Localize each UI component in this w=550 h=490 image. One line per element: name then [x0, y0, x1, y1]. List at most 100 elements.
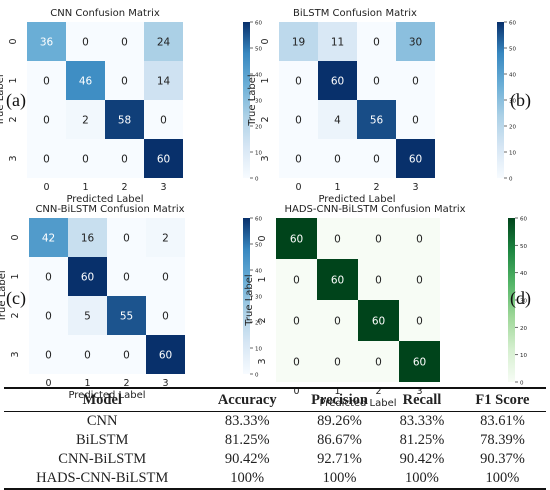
table-cell: BiLSTM — [76, 432, 129, 448]
colorbar-tick-label: 60 — [520, 217, 527, 223]
colorbar-tick-label: 30 — [255, 295, 262, 301]
panel-label-d: (d) — [510, 288, 531, 308]
heatmap-cell — [358, 218, 399, 259]
y-tick-label: 3 — [260, 155, 271, 161]
heatmap-title: HADS-CNN-BiLSTM Confusion Matrix — [284, 204, 465, 215]
x-tick-label: 0 — [43, 182, 49, 193]
x-tick-label: 2 — [123, 378, 129, 389]
heatmap-cell — [68, 335, 107, 374]
table-cell: 86.67% — [317, 432, 362, 448]
heatmap-cell — [27, 139, 66, 178]
heatmap-cell — [107, 335, 146, 374]
cell-value-label: 0 — [293, 275, 300, 287]
heatmap-cell — [68, 218, 107, 257]
table-cell: 89.26% — [317, 413, 362, 429]
y-tick-label: 1 — [260, 77, 271, 83]
colorbar-tick-label: 20 — [255, 125, 262, 131]
cell-value-label: 0 — [293, 357, 300, 369]
heatmap-cell — [27, 22, 66, 61]
cell-value-label: 0 — [84, 350, 91, 362]
table-cell: 90.37% — [480, 451, 525, 467]
cell-value-label: 24 — [157, 37, 171, 49]
panel-label-c: (c) — [6, 288, 26, 308]
table-cell: 100% — [200, 469, 295, 490]
cell-value-label: 2 — [82, 115, 89, 127]
table-cell: CNN — [86, 413, 118, 429]
cell-value-label: 4 — [334, 115, 341, 127]
x-axis-label: Predicted Label — [318, 194, 395, 205]
cell-value-label: 0 — [412, 115, 419, 127]
table-cell: 83.33% — [399, 413, 445, 429]
column-header-accuracy: Accuracy — [200, 387, 295, 412]
colorbar-tick-label: 40 — [509, 73, 516, 79]
cell-value-label: 0 — [160, 115, 167, 127]
heatmap-cell — [396, 61, 435, 100]
table-cell: 100% — [385, 469, 459, 490]
colorbar-tick-label: 40 — [255, 73, 262, 79]
cell-value-label: 60 — [159, 350, 172, 362]
heatmap-cell — [105, 139, 144, 178]
table-cell: 92.71% — [317, 451, 362, 467]
colorbar-tick-label: 20 — [255, 321, 262, 327]
heatmap-cell — [146, 218, 185, 257]
heatmap-cell — [276, 259, 317, 300]
colorbar-tick-label: 30 — [509, 99, 516, 105]
heatmap-cell — [399, 300, 440, 341]
table-row: HADS-CNN-BiLSTM 100% 100% 100% 100% — [4, 469, 546, 490]
cell-value-label: 0 — [295, 76, 302, 88]
heatmap-cell — [279, 139, 318, 178]
colorbar-tick-label: 0 — [255, 373, 259, 379]
heatmap-cell — [399, 341, 440, 382]
heatmap-cell — [317, 300, 358, 341]
colorbar-tick-label: 30 — [520, 299, 527, 305]
cell-value-label: 0 — [43, 115, 50, 127]
cell-value-label: 0 — [45, 350, 52, 362]
panel-label-b: (b) — [510, 90, 531, 110]
cell-value-label: 36 — [40, 37, 54, 49]
colorbar-tick-label: 0 — [509, 177, 513, 183]
cell-value-label: 16 — [81, 233, 95, 245]
heatmap-cell — [27, 100, 66, 139]
colorbar-tick-label: 30 — [255, 99, 262, 105]
x-axis-label: Predicted Label — [66, 194, 143, 205]
heatmap-cell — [107, 218, 146, 257]
table-cell: 78.39% — [480, 432, 525, 448]
x-tick-label: 3 — [160, 182, 166, 193]
heatmap-cell — [68, 257, 107, 296]
y-tick-label: 3 — [10, 351, 21, 357]
table-cell: 83.33% — [224, 413, 270, 429]
cell-value-label: 60 — [372, 316, 385, 328]
cell-value-label: 0 — [412, 76, 419, 88]
heatmap-panel-3: HADS-CNN-BiLSTM Confusion Matrix 60 0 0 0 0 60… — [244, 204, 527, 409]
heatmap-cell — [146, 296, 185, 335]
colorbar-tick-label: 0 — [520, 381, 524, 387]
cell-value-label: 0 — [373, 154, 380, 166]
table-cell: CNN-BiLSTM — [58, 451, 147, 467]
table-row: CNN-BiLSTM 90.42% 92.71% 90.42% 90.37% — [4, 450, 546, 469]
y-tick-label: 0 — [8, 38, 19, 44]
cell-value-label: 14 — [157, 76, 171, 88]
heatmap-cell — [66, 100, 105, 139]
colorbar-tick-label: 40 — [520, 271, 527, 277]
table-cell: 100% — [294, 469, 386, 490]
x-tick-label: 1 — [84, 378, 90, 389]
y-tick-label: 2 — [260, 116, 271, 122]
heatmap-cell — [318, 22, 357, 61]
heatmap-cell — [68, 296, 107, 335]
colorbar-tick-label: 60 — [255, 217, 262, 223]
cell-value-label: 0 — [123, 350, 130, 362]
heatmap-title: CNN-BiLSTM Confusion Matrix — [35, 204, 184, 215]
cell-value-label: 60 — [409, 154, 422, 166]
heatmap-cell — [144, 100, 183, 139]
heatmap-cell — [29, 335, 68, 374]
y-tick-label: 1 — [257, 276, 268, 282]
heatmap-cell — [105, 100, 144, 139]
heatmap-cell — [66, 22, 105, 61]
table-cell: HADS-CNN-BiLSTM — [4, 469, 201, 490]
heatmap-cell — [107, 296, 146, 335]
colorbar-tick-label: 10 — [509, 151, 516, 157]
x-tick-label: 2 — [121, 182, 127, 193]
colorbar-tick-label: 10 — [255, 347, 262, 353]
